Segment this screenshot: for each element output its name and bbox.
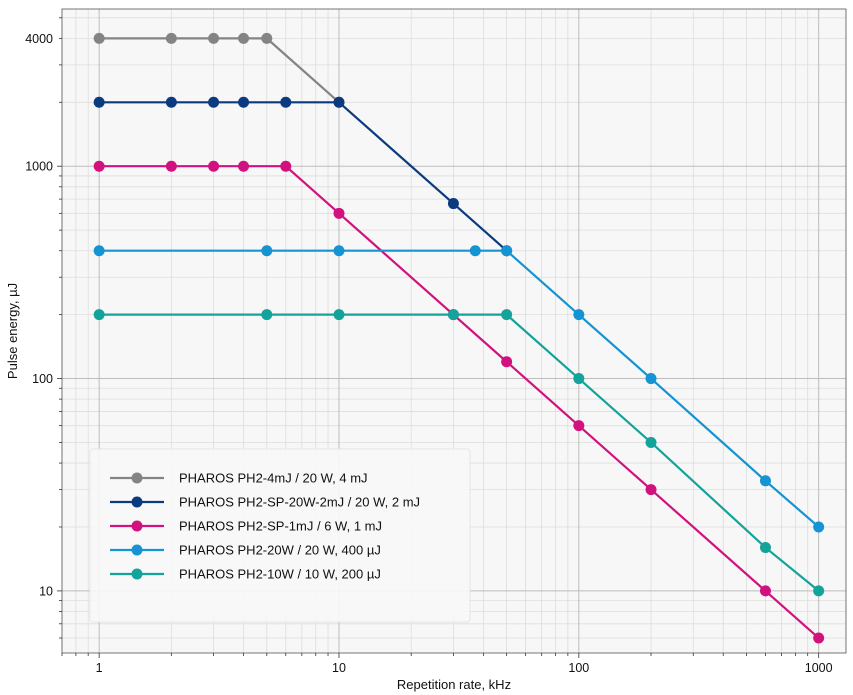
legend-item: PHAROS PH2-4mJ / 20 W, 4 mJ	[110, 471, 368, 486]
data-point	[759, 585, 771, 597]
data-point	[645, 373, 657, 385]
legend-marker	[131, 520, 143, 532]
data-point	[759, 542, 771, 554]
y-tick-label: 4000	[25, 32, 53, 46]
data-point	[165, 96, 177, 108]
data-point	[238, 96, 250, 108]
x-axis-label: Repetition rate, kHz	[397, 677, 511, 692]
legend-label: PHAROS PH2-10W / 10 W, 200 µJ	[179, 567, 381, 582]
data-point	[165, 160, 177, 172]
legend-label: PHAROS PH2-SP-1mJ / 6 W, 1 mJ	[179, 519, 382, 534]
legend-marker	[131, 568, 143, 580]
legend-marker	[131, 472, 143, 484]
series-layer	[93, 32, 825, 644]
data-point	[469, 245, 481, 257]
legend-marker	[131, 544, 143, 556]
data-point	[501, 356, 513, 368]
legend-label: PHAROS PH2-4mJ / 20 W, 4 mJ	[179, 471, 368, 486]
data-point	[573, 309, 585, 321]
data-point	[645, 484, 657, 496]
data-point	[759, 475, 771, 487]
legend-label: PHAROS PH2-20W / 20 W, 400 µJ	[179, 543, 381, 558]
legend-label: PHAROS PH2-SP-20W-2mJ / 20 W, 2 mJ	[179, 495, 420, 510]
y-tick-label: 1000	[25, 160, 53, 174]
legend: PHAROS PH2-4mJ / 20 W, 4 mJ PHAROS PH2-SP…	[89, 448, 471, 623]
data-point	[573, 373, 585, 385]
data-point	[447, 198, 459, 210]
data-point	[573, 420, 585, 432]
data-point	[645, 436, 657, 448]
data-point	[280, 160, 292, 172]
data-point	[261, 32, 273, 44]
legend-item: PHAROS PH2-SP-1mJ / 6 W, 1 mJ	[110, 519, 382, 534]
data-point	[447, 309, 459, 321]
legend-item: PHAROS PH2-20W / 20 W, 400 µJ	[110, 543, 381, 558]
data-point	[501, 245, 513, 257]
legend-box	[89, 448, 471, 623]
x-tick-label: 100	[568, 661, 589, 675]
series-group	[93, 309, 825, 597]
legend-marker	[131, 496, 143, 508]
data-point	[238, 32, 250, 44]
data-point	[333, 96, 345, 108]
y-tick-label: 100	[32, 372, 53, 386]
data-point	[333, 309, 345, 321]
data-point	[208, 96, 220, 108]
x-tick-label: 1	[96, 661, 103, 675]
plot-frame	[61, 8, 847, 654]
series-group	[93, 96, 513, 257]
data-point	[93, 309, 105, 321]
data-point	[93, 96, 105, 108]
data-point	[208, 160, 220, 172]
data-point	[333, 207, 345, 219]
y-axis-label: Pulse energy, µJ	[5, 283, 20, 379]
data-point	[333, 245, 345, 257]
data-point	[813, 585, 825, 597]
legend-item: PHAROS PH2-10W / 10 W, 200 µJ	[110, 567, 381, 582]
data-point	[501, 309, 513, 321]
data-point	[261, 309, 273, 321]
data-point	[280, 96, 292, 108]
data-point	[208, 32, 220, 44]
series-line	[99, 101, 508, 252]
series-group	[93, 245, 825, 533]
data-point	[93, 160, 105, 172]
series-group	[93, 160, 825, 644]
data-point	[813, 632, 825, 644]
y-tick-label: 10	[39, 584, 53, 598]
data-point	[238, 160, 250, 172]
x-tick-label: 1000	[805, 661, 833, 675]
axis-ticks: 1 10 100 1000 10 100 1000 4000	[25, 17, 833, 675]
legend-item: PHAROS PH2-SP-20W-2mJ / 20 W, 2 mJ	[110, 495, 420, 510]
data-point	[93, 245, 105, 257]
x-tick-label: 10	[332, 661, 346, 675]
series-line	[99, 37, 340, 104]
data-point	[93, 32, 105, 44]
series-line	[99, 165, 820, 639]
data-point	[261, 245, 273, 257]
data-point	[813, 521, 825, 533]
data-point	[165, 32, 177, 44]
